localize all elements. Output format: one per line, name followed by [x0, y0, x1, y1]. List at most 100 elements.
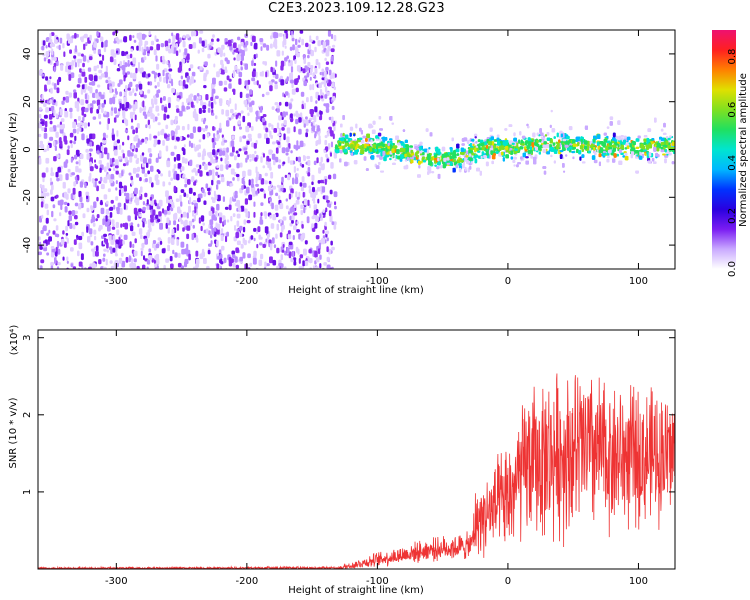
spectrogram-cell — [233, 125, 236, 132]
spectrogram-cell — [126, 54, 131, 59]
spectrogram-cell — [156, 63, 160, 70]
spectrogram-cell — [129, 241, 132, 248]
spectrogram-cell — [288, 193, 292, 200]
spectrogram-cell — [296, 52, 300, 58]
spectrogram-cell — [105, 134, 109, 139]
spectrogram-cell — [81, 84, 86, 90]
spectrogram-cell — [271, 237, 275, 244]
spectrogram-cell — [214, 95, 219, 99]
spectrogram-cell — [41, 172, 46, 178]
spectrogram-cell — [147, 148, 152, 153]
spectrogram-cell — [330, 162, 334, 169]
spectrogram-cell — [69, 222, 73, 229]
spectrogram-cell — [253, 81, 257, 85]
spectrogram-cell — [344, 161, 348, 167]
spectrogram-cell — [417, 174, 421, 178]
spectrogram-cell — [184, 84, 189, 89]
spectrogram-cell — [54, 39, 58, 44]
spectrogram-cell — [504, 128, 508, 131]
spectrogram-cell — [296, 167, 299, 171]
spectrogram-cell — [234, 256, 238, 263]
spectrogram-cell — [114, 88, 117, 94]
spectrogram-cell — [377, 132, 382, 137]
spectrogram-cell — [118, 98, 122, 103]
spectrogram-cell — [192, 200, 197, 204]
spectrogram-cell — [168, 195, 173, 201]
spectrogram-cell — [372, 120, 376, 125]
spectrogram-cell — [308, 188, 312, 194]
spectrogram-cell — [186, 225, 191, 231]
spectrogram-cell — [218, 212, 223, 218]
spectrogram-cell — [599, 141, 604, 145]
spectrogram-cell — [83, 88, 87, 93]
spectrogram-cell — [189, 133, 194, 139]
spectrogram-cell — [185, 53, 190, 60]
spectrogram-cell — [144, 173, 148, 178]
spectrogram-cell — [107, 225, 111, 232]
spectrogram-cell — [49, 76, 52, 80]
spectrogram-cell — [276, 247, 280, 254]
spectrogram-cell — [112, 53, 117, 58]
spectrogram-cell — [178, 252, 181, 258]
spectrogram-cell — [49, 99, 53, 104]
spectrogram-cell — [260, 253, 264, 260]
spectrogram-cell — [434, 164, 437, 167]
spectrogram-cell — [50, 32, 55, 36]
spectrogram-cell — [314, 222, 318, 229]
spectrogram-cell — [333, 34, 337, 42]
spectrogram-cell — [662, 153, 666, 156]
spectrogram-cell — [83, 122, 88, 129]
spectrogram-cell — [147, 170, 150, 175]
spectrogram-cell — [87, 86, 91, 91]
spectrogram-cell — [133, 258, 137, 263]
spectrogram-cell — [122, 141, 125, 146]
spectrogram-cell — [255, 166, 258, 174]
spectrogram-cell — [470, 139, 474, 142]
spectrogram-cell — [182, 211, 187, 218]
spectrogram-cell — [296, 221, 299, 225]
spectrogram-cell — [166, 205, 170, 211]
spectrogram-cell — [38, 107, 42, 111]
spectrogram-cell — [208, 45, 212, 49]
spectrogram-cell — [550, 109, 553, 113]
spectrogram-cell — [68, 92, 72, 98]
spectrogram-cell — [107, 118, 110, 124]
spectrogram-cell — [590, 143, 594, 146]
spectrogram-cell — [184, 177, 188, 184]
spectrogram-cell — [284, 45, 287, 49]
spectrogram-cell — [283, 188, 286, 193]
spectrogram-cell — [69, 107, 73, 113]
spectrogram-cell — [173, 220, 177, 226]
spectrogram-cell — [295, 47, 298, 54]
spectrogram-cell — [290, 206, 293, 214]
spectrogram-cell — [245, 157, 248, 163]
spectrogram-cell — [272, 185, 276, 190]
spectrogram-cell — [253, 142, 257, 149]
spectrogram-cell — [548, 144, 553, 148]
spectrogram-cell — [308, 44, 311, 51]
spectrogram-cell — [59, 121, 62, 126]
spectrogram-cell — [458, 163, 462, 166]
spectrogram-cell — [320, 163, 325, 171]
spectrogram-cell — [165, 145, 169, 152]
spectrogram-cell — [99, 60, 103, 65]
spectrogram-cell — [461, 164, 465, 169]
spectrogram-cell — [72, 187, 76, 195]
spectrogram-cell — [110, 249, 113, 254]
spectrogram-cell — [106, 174, 111, 180]
spectrogram-cell — [172, 249, 175, 255]
spectrogram-cell — [116, 206, 120, 212]
spectrogram-cell — [140, 234, 143, 239]
spectrogram-cell — [246, 186, 250, 194]
spectrogram-cell — [221, 69, 225, 75]
spectrogram-cell — [189, 64, 194, 69]
spectrogram-cell — [133, 39, 137, 43]
spectrogram-cell — [66, 149, 70, 156]
spectrogram-cell — [53, 56, 57, 62]
spectrogram-cell — [131, 258, 134, 265]
spectrogram-cell — [96, 99, 101, 105]
spectrogram-cell — [189, 93, 194, 98]
spectrogram-cell — [106, 200, 109, 205]
spectrogram-cell — [237, 36, 241, 41]
spectrogram-cell — [285, 111, 288, 116]
